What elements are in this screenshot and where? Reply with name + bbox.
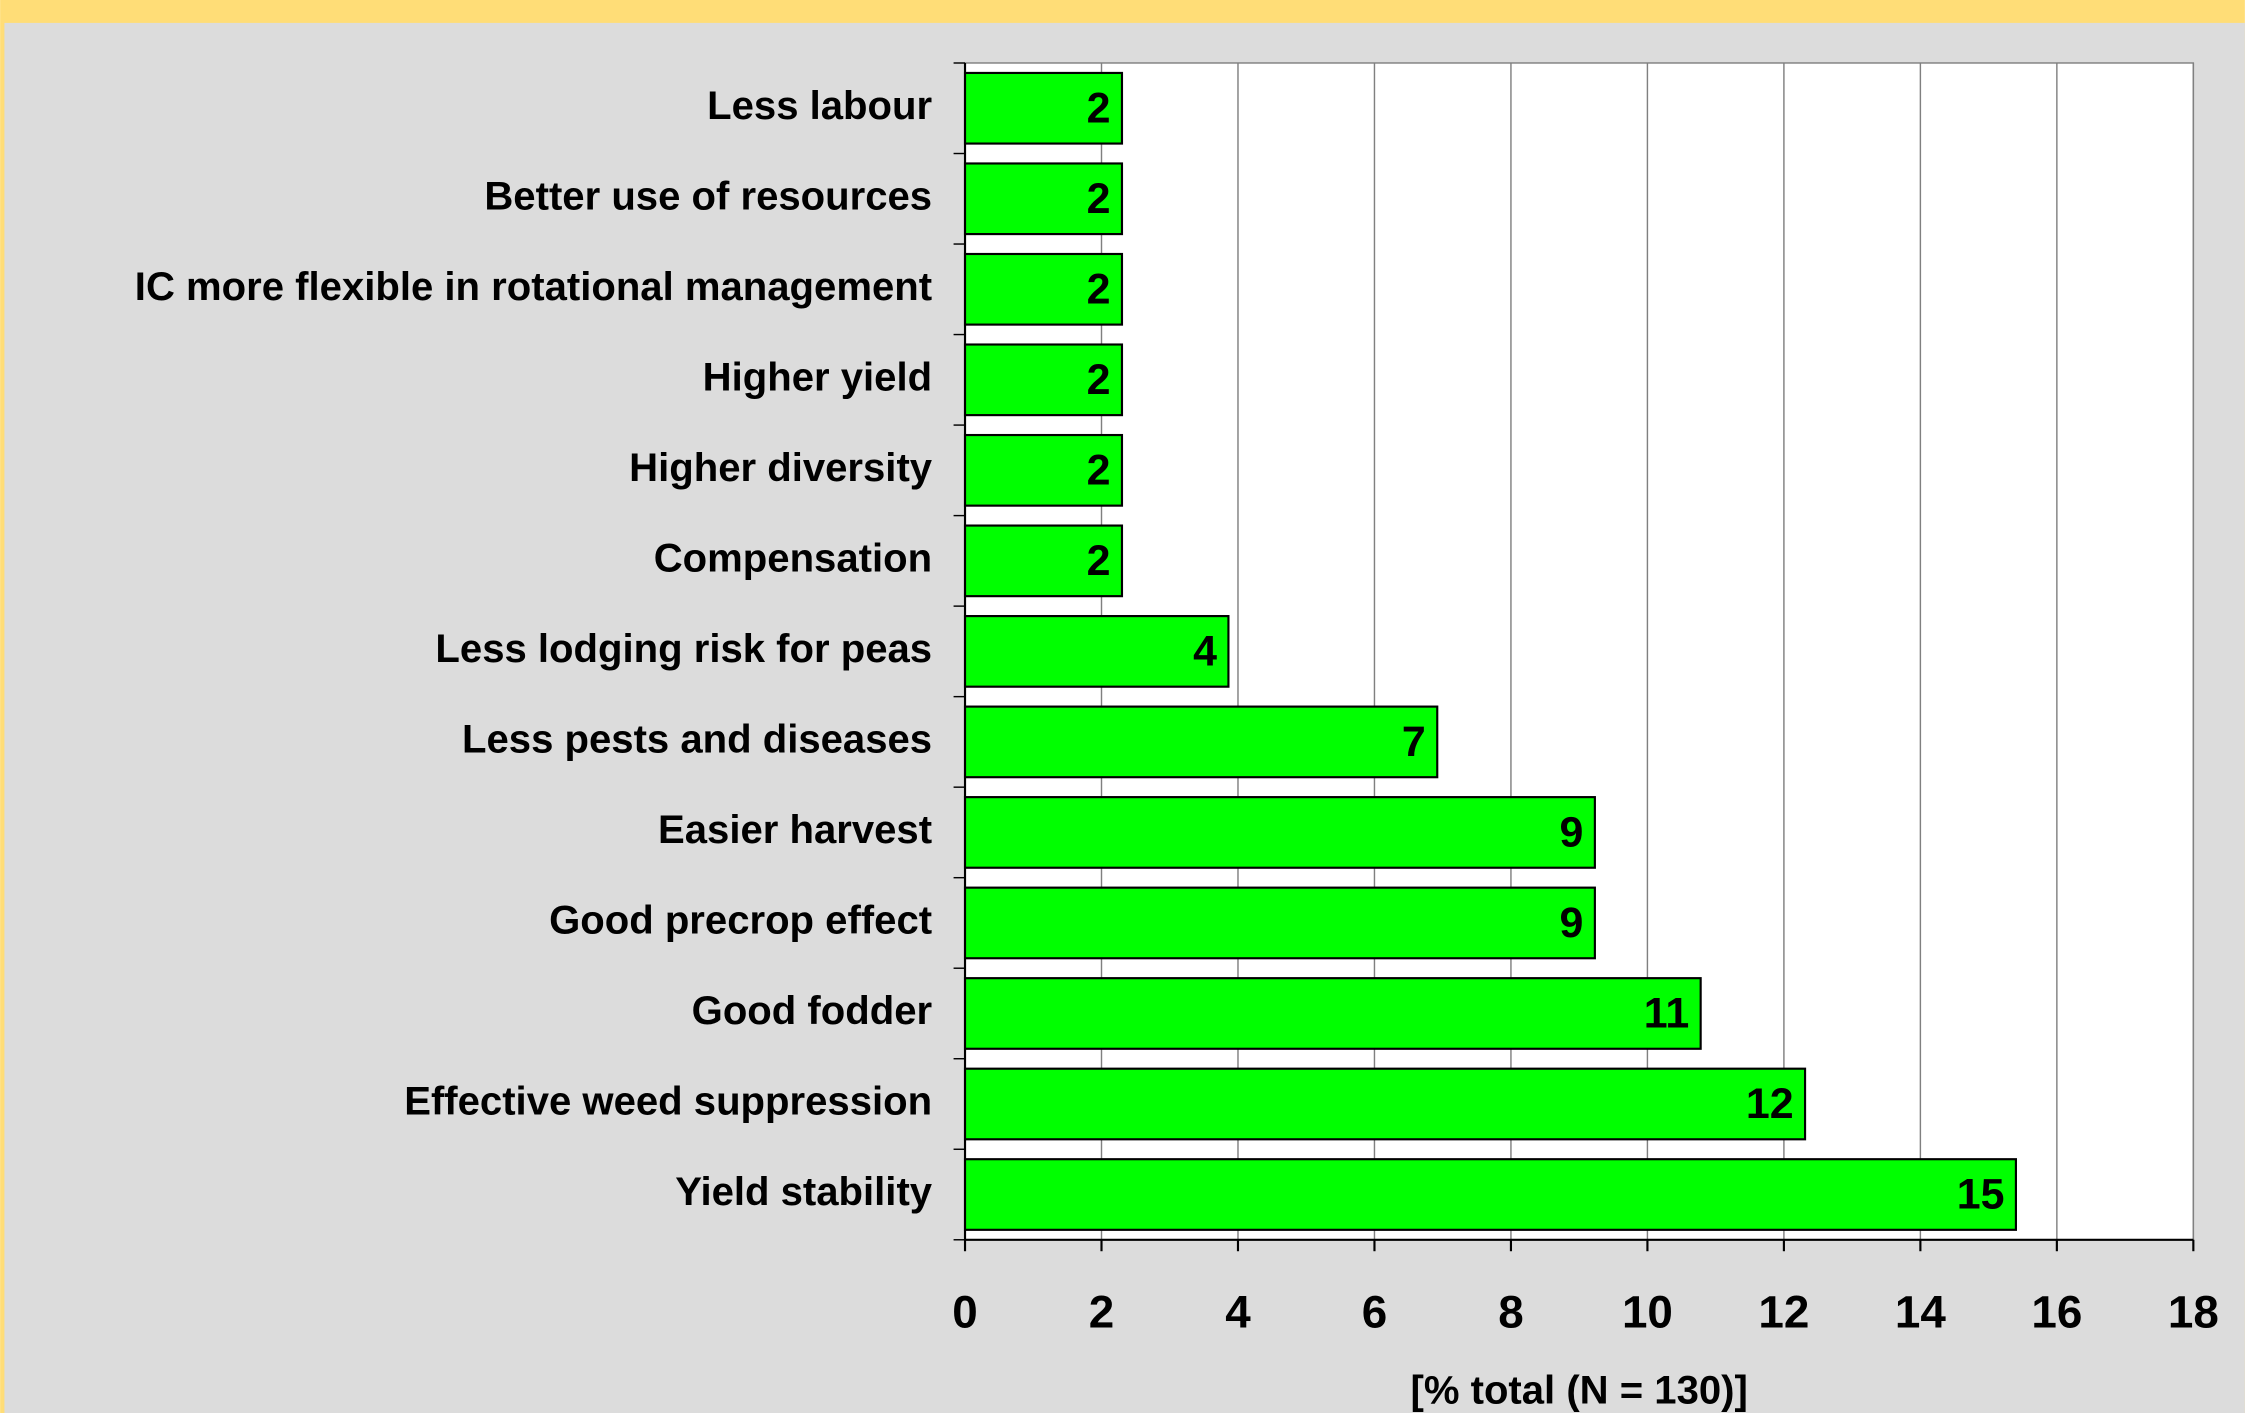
data-label: 2 [1087,84,1111,132]
bar [963,1158,2017,1231]
bar [963,615,1230,688]
bar [963,524,1124,598]
bar [963,1067,1807,1141]
x-tick-label: 10 [1622,1287,1673,1338]
x-tick-label: 4 [1225,1287,1251,1338]
data-label: 12 [1746,1080,1794,1128]
x-tick-label: 16 [2031,1287,2082,1338]
y-tick-label: Compensation [654,536,932,580]
x-tick-label: 12 [1758,1287,1809,1338]
data-label: 4 [1193,628,1217,676]
data-label: 7 [1402,718,1426,766]
y-tick-label: Good fodder [692,989,932,1033]
bar [963,705,1439,779]
x-axis-label: [% total (N = 130)] [1410,1369,1747,1413]
data-label: 9 [1560,809,1584,857]
y-tick-label: IC more flexible in rotational managemen… [135,265,932,309]
data-label: 2 [1087,175,1111,223]
data-label: 2 [1087,356,1111,404]
y-tick-label: Higher diversity [629,446,933,490]
y-tick-label: Effective weed suppression [404,1080,932,1124]
data-label: 11 [1644,990,1689,1038]
y-tick-label: Better use of resources [484,174,932,218]
x-tick-label: 2 [1089,1287,1114,1338]
x-tick-label: 14 [1895,1287,1946,1338]
y-tick-label: Less labour [707,84,932,128]
bar [963,796,1596,869]
data-label: 2 [1087,447,1111,495]
bar [963,977,1702,1050]
bar [963,252,1124,326]
bar [963,886,1596,960]
data-label: 2 [1087,537,1111,585]
y-tick-label: Less pests and diseases [462,717,932,761]
y-tick-label: Good precrop effect [549,899,932,943]
x-tick-label: 0 [952,1287,977,1338]
y-tick-label: Less lodging risk for peas [435,627,932,671]
bar [963,71,1124,145]
data-label: 2 [1087,266,1111,314]
bar [963,433,1124,507]
y-tick-label: Higher yield [703,355,932,399]
x-tick-label: 18 [2168,1287,2219,1338]
bar [963,162,1124,236]
x-tick-label: 6 [1362,1287,1387,1338]
y-tick-label: Easier harvest [658,808,932,852]
data-label: 9 [1560,899,1584,947]
data-label: 15 [1957,1171,2005,1219]
x-tick-label: 8 [1498,1287,1523,1338]
y-tick-label: Yield stability [675,1170,933,1214]
bar [963,343,1124,417]
